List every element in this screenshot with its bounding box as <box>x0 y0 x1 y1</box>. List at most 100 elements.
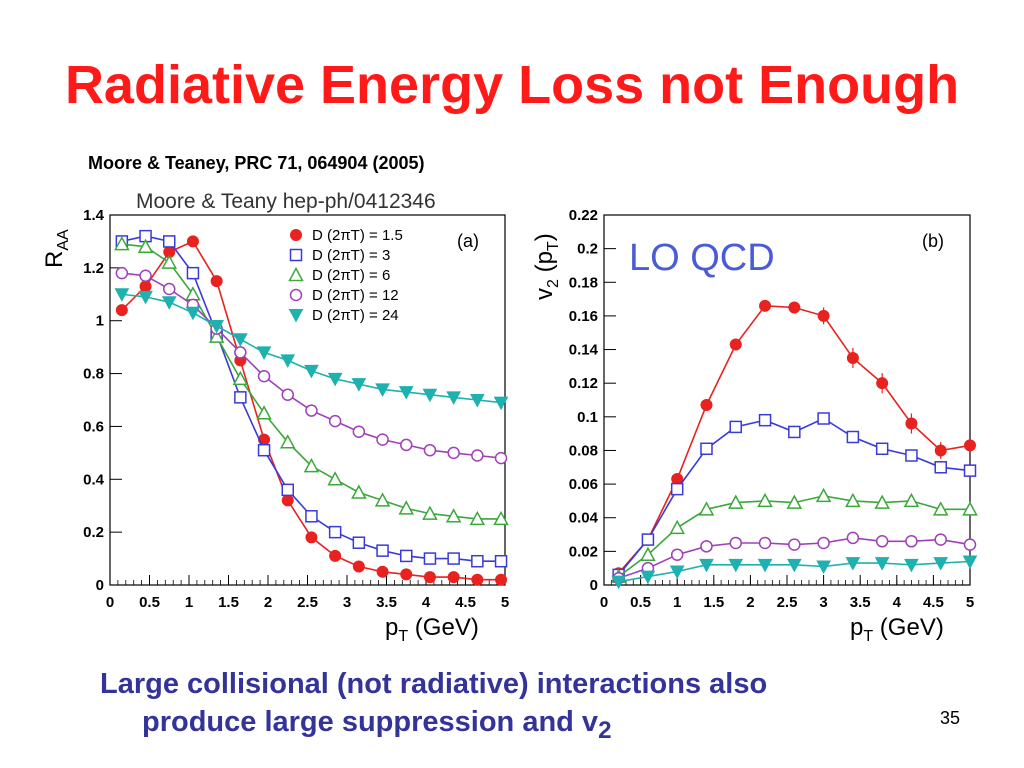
data-point <box>640 546 656 561</box>
legend-label: D (2πT) = 1.5 <box>312 227 403 244</box>
data-point <box>186 266 200 280</box>
y-tick-label: 0.14 <box>569 342 599 359</box>
legend-marker <box>290 229 302 241</box>
y-tick-label: 1.4 <box>83 207 105 224</box>
data-point <box>327 372 343 387</box>
data-point <box>186 235 199 248</box>
data-point <box>786 494 803 509</box>
citation: Moore & Teaney, PRC 71, 064904 (2005) <box>88 153 425 173</box>
data-point <box>817 412 830 425</box>
y-tick-label: 0.08 <box>569 442 598 459</box>
data-point <box>875 535 889 548</box>
data-point <box>846 430 860 444</box>
data-point <box>932 501 949 516</box>
data-point <box>447 571 460 584</box>
y-tick-label: 0.4 <box>83 471 105 488</box>
x-axis-title-sub: T <box>863 628 873 645</box>
data-point <box>329 549 342 562</box>
data-point <box>786 558 802 573</box>
data-point <box>423 443 437 457</box>
y-tick-label: 0.06 <box>569 476 598 493</box>
data-point <box>185 306 201 321</box>
x-tick-label: 5 <box>501 594 509 611</box>
data-point <box>670 482 684 496</box>
data-point <box>933 557 949 571</box>
y-axis-title-unit: (p <box>531 251 558 279</box>
y-tick-label: 0.04 <box>569 510 599 527</box>
data-point <box>471 554 484 568</box>
x-tick-label: 1 <box>673 594 681 611</box>
data-point <box>963 464 977 477</box>
data-point <box>494 451 508 465</box>
data-point <box>400 568 413 581</box>
x-tick-label: 1.5 <box>218 594 239 611</box>
panel-label: (a) <box>457 231 479 251</box>
data-point <box>210 275 223 288</box>
y-axis-title-main: v <box>531 288 558 300</box>
data-point <box>137 238 154 253</box>
y-tick-label: 0 <box>590 577 598 594</box>
data-point <box>447 552 460 565</box>
data-point <box>934 444 947 457</box>
x-tick-label: 3 <box>343 594 351 611</box>
data-point <box>305 531 318 544</box>
x-tick-label: 0 <box>106 594 114 611</box>
data-point <box>698 501 715 516</box>
data-point <box>398 386 414 400</box>
data-point <box>758 413 772 427</box>
data-point <box>788 301 801 314</box>
series-group <box>612 412 977 582</box>
data-point <box>328 414 342 428</box>
data-point <box>305 510 318 523</box>
data-point <box>728 494 744 509</box>
data-point <box>758 536 772 550</box>
data-point <box>876 377 889 390</box>
data-point <box>700 442 713 456</box>
x-tick-label: 1.5 <box>703 594 724 611</box>
data-point <box>641 533 655 546</box>
page-number: 35 <box>940 708 961 728</box>
x-axis-title: pT (GeV) <box>850 614 944 645</box>
data-point <box>163 235 176 248</box>
legend-label: D (2πT) = 24 <box>312 307 399 324</box>
y-axis-title-sub: AA <box>55 229 72 251</box>
figure-header: Moore & Teany hep-ph/0412346 <box>136 190 436 213</box>
data-point <box>846 531 860 545</box>
series-group <box>115 266 508 465</box>
y-tick-label: 0.02 <box>569 543 598 560</box>
data-point <box>817 309 830 322</box>
y-axis-title-unit-end: ) <box>531 233 558 241</box>
data-point <box>815 487 832 503</box>
bottom-text-line2: produce large suppression and v2 <box>100 703 900 750</box>
y-tick-label: 0.2 <box>83 524 104 541</box>
y-tick-label: 0.12 <box>569 375 598 392</box>
data-point <box>611 575 626 590</box>
data-point <box>328 525 342 539</box>
data-point <box>905 417 918 430</box>
x-tick-label: 4.5 <box>455 594 476 611</box>
data-point <box>352 536 366 549</box>
x-tick-label: 3.5 <box>376 594 397 611</box>
data-point <box>470 394 485 408</box>
data-point <box>422 388 438 403</box>
data-point <box>376 544 389 557</box>
data-point <box>305 404 318 417</box>
series-group <box>114 235 509 526</box>
x-axis-title-sub: T <box>398 628 408 645</box>
series-group <box>610 487 978 583</box>
x-tick-label: 2 <box>746 594 754 611</box>
x-tick-label: 4.5 <box>923 594 944 611</box>
x-tick-label: 0.5 <box>630 594 651 611</box>
data-point <box>669 565 685 580</box>
legend-label: D (2πT) = 3 <box>312 247 390 264</box>
x-tick-label: 3.5 <box>850 594 871 611</box>
data-point <box>256 405 272 420</box>
data-point <box>161 254 178 269</box>
bottom-text-line1: Large collisional (not radiative) intera… <box>100 668 768 700</box>
data-point <box>759 299 772 312</box>
x-tick-label: 2 <box>264 594 272 611</box>
data-point <box>351 484 367 499</box>
data-point <box>446 391 461 405</box>
